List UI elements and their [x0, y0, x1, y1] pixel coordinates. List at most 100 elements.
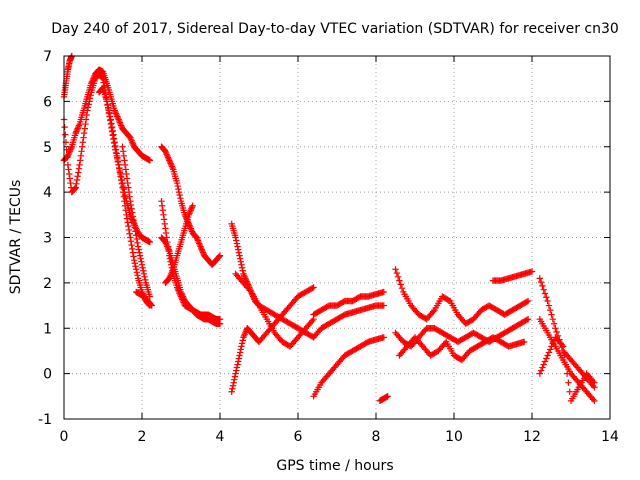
data-point	[128, 137, 135, 144]
data-point	[236, 255, 244, 262]
data-point	[380, 334, 387, 341]
data-point	[121, 161, 129, 169]
data-point	[146, 157, 153, 164]
series-track-b	[60, 52, 75, 101]
chart-title: Day 240 of 2017, Sidereal Day-to-day VTE…	[51, 21, 619, 37]
series-track-u	[489, 268, 536, 284]
x-tick-label: 12	[523, 429, 541, 445]
y-tick-label: 3	[43, 231, 52, 247]
data-point	[106, 110, 113, 117]
data-point	[134, 272, 141, 279]
series-track-x	[536, 334, 598, 405]
data-point	[536, 275, 543, 282]
data-point	[199, 247, 206, 255]
data-point	[215, 253, 222, 261]
data-point	[523, 316, 530, 324]
data-point	[127, 201, 135, 209]
data-point	[158, 202, 166, 209]
data-point	[180, 294, 187, 302]
data-point	[124, 179, 131, 187]
data-point	[549, 340, 556, 347]
data-point	[71, 185, 79, 192]
data-point	[71, 185, 78, 193]
data-point	[536, 370, 543, 377]
data-point	[197, 244, 205, 252]
data-point	[113, 150, 120, 157]
data-point	[199, 249, 207, 256]
data-point	[229, 385, 236, 392]
data-point	[545, 349, 553, 356]
data-point	[129, 140, 137, 147]
data-point	[122, 166, 129, 173]
y-tick-label: 1	[43, 321, 52, 337]
series-track-d	[95, 84, 153, 309]
data-point	[165, 155, 172, 163]
data-point	[162, 225, 169, 232]
data-point	[80, 134, 87, 141]
data-point	[548, 343, 555, 350]
data-point	[99, 74, 106, 82]
y-tick-label: 0	[43, 367, 52, 383]
data-point	[127, 198, 134, 205]
x-tick-label: 14	[601, 429, 619, 445]
data-point	[139, 264, 146, 271]
data-point	[552, 325, 559, 332]
data-point	[66, 170, 73, 178]
data-point	[591, 379, 598, 386]
data-point	[116, 169, 124, 176]
data-point	[137, 255, 144, 262]
data-point	[129, 209, 136, 216]
data-point	[140, 267, 147, 274]
data-point	[162, 238, 169, 246]
data-point	[73, 128, 80, 135]
data-point	[166, 157, 173, 164]
data-point	[129, 249, 137, 256]
data-point	[188, 205, 195, 212]
data-point	[232, 370, 239, 377]
data-point	[233, 364, 241, 371]
data-point	[84, 104, 92, 111]
data-point	[229, 382, 237, 389]
data-point	[194, 235, 201, 243]
data-point	[79, 143, 86, 150]
data-point	[121, 202, 129, 209]
data-point	[64, 152, 72, 160]
data-point	[547, 306, 554, 314]
data-point	[186, 223, 194, 231]
data-point	[118, 176, 125, 184]
data-point	[87, 92, 94, 99]
data-point	[116, 165, 123, 172]
data-point	[131, 260, 139, 267]
data-point	[162, 229, 170, 237]
data-point	[232, 234, 239, 241]
data-point	[186, 210, 193, 217]
data-point	[124, 219, 131, 226]
data-point	[75, 122, 83, 129]
data-point	[86, 95, 94, 102]
data-point	[66, 148, 74, 155]
data-point	[104, 101, 111, 108]
series-track-w	[536, 315, 598, 405]
data-point	[132, 266, 140, 273]
data-point	[545, 302, 553, 309]
data-point	[134, 239, 141, 246]
data-point	[162, 149, 170, 156]
data-point	[189, 202, 196, 209]
data-point	[310, 284, 317, 291]
data-point	[119, 148, 127, 155]
series-track-a	[60, 66, 153, 164]
data-point	[589, 396, 597, 403]
data-point	[187, 207, 194, 214]
data-point	[147, 300, 154, 308]
data-point	[537, 367, 545, 374]
data-point	[178, 290, 185, 297]
data-point	[132, 228, 139, 235]
x-tick-label: 2	[138, 429, 147, 445]
data-point	[241, 331, 248, 338]
data-point	[130, 253, 137, 260]
data-point	[234, 243, 241, 250]
data-point	[129, 139, 136, 146]
data-point	[120, 185, 127, 193]
data-point	[228, 388, 235, 395]
data-point	[73, 126, 81, 134]
